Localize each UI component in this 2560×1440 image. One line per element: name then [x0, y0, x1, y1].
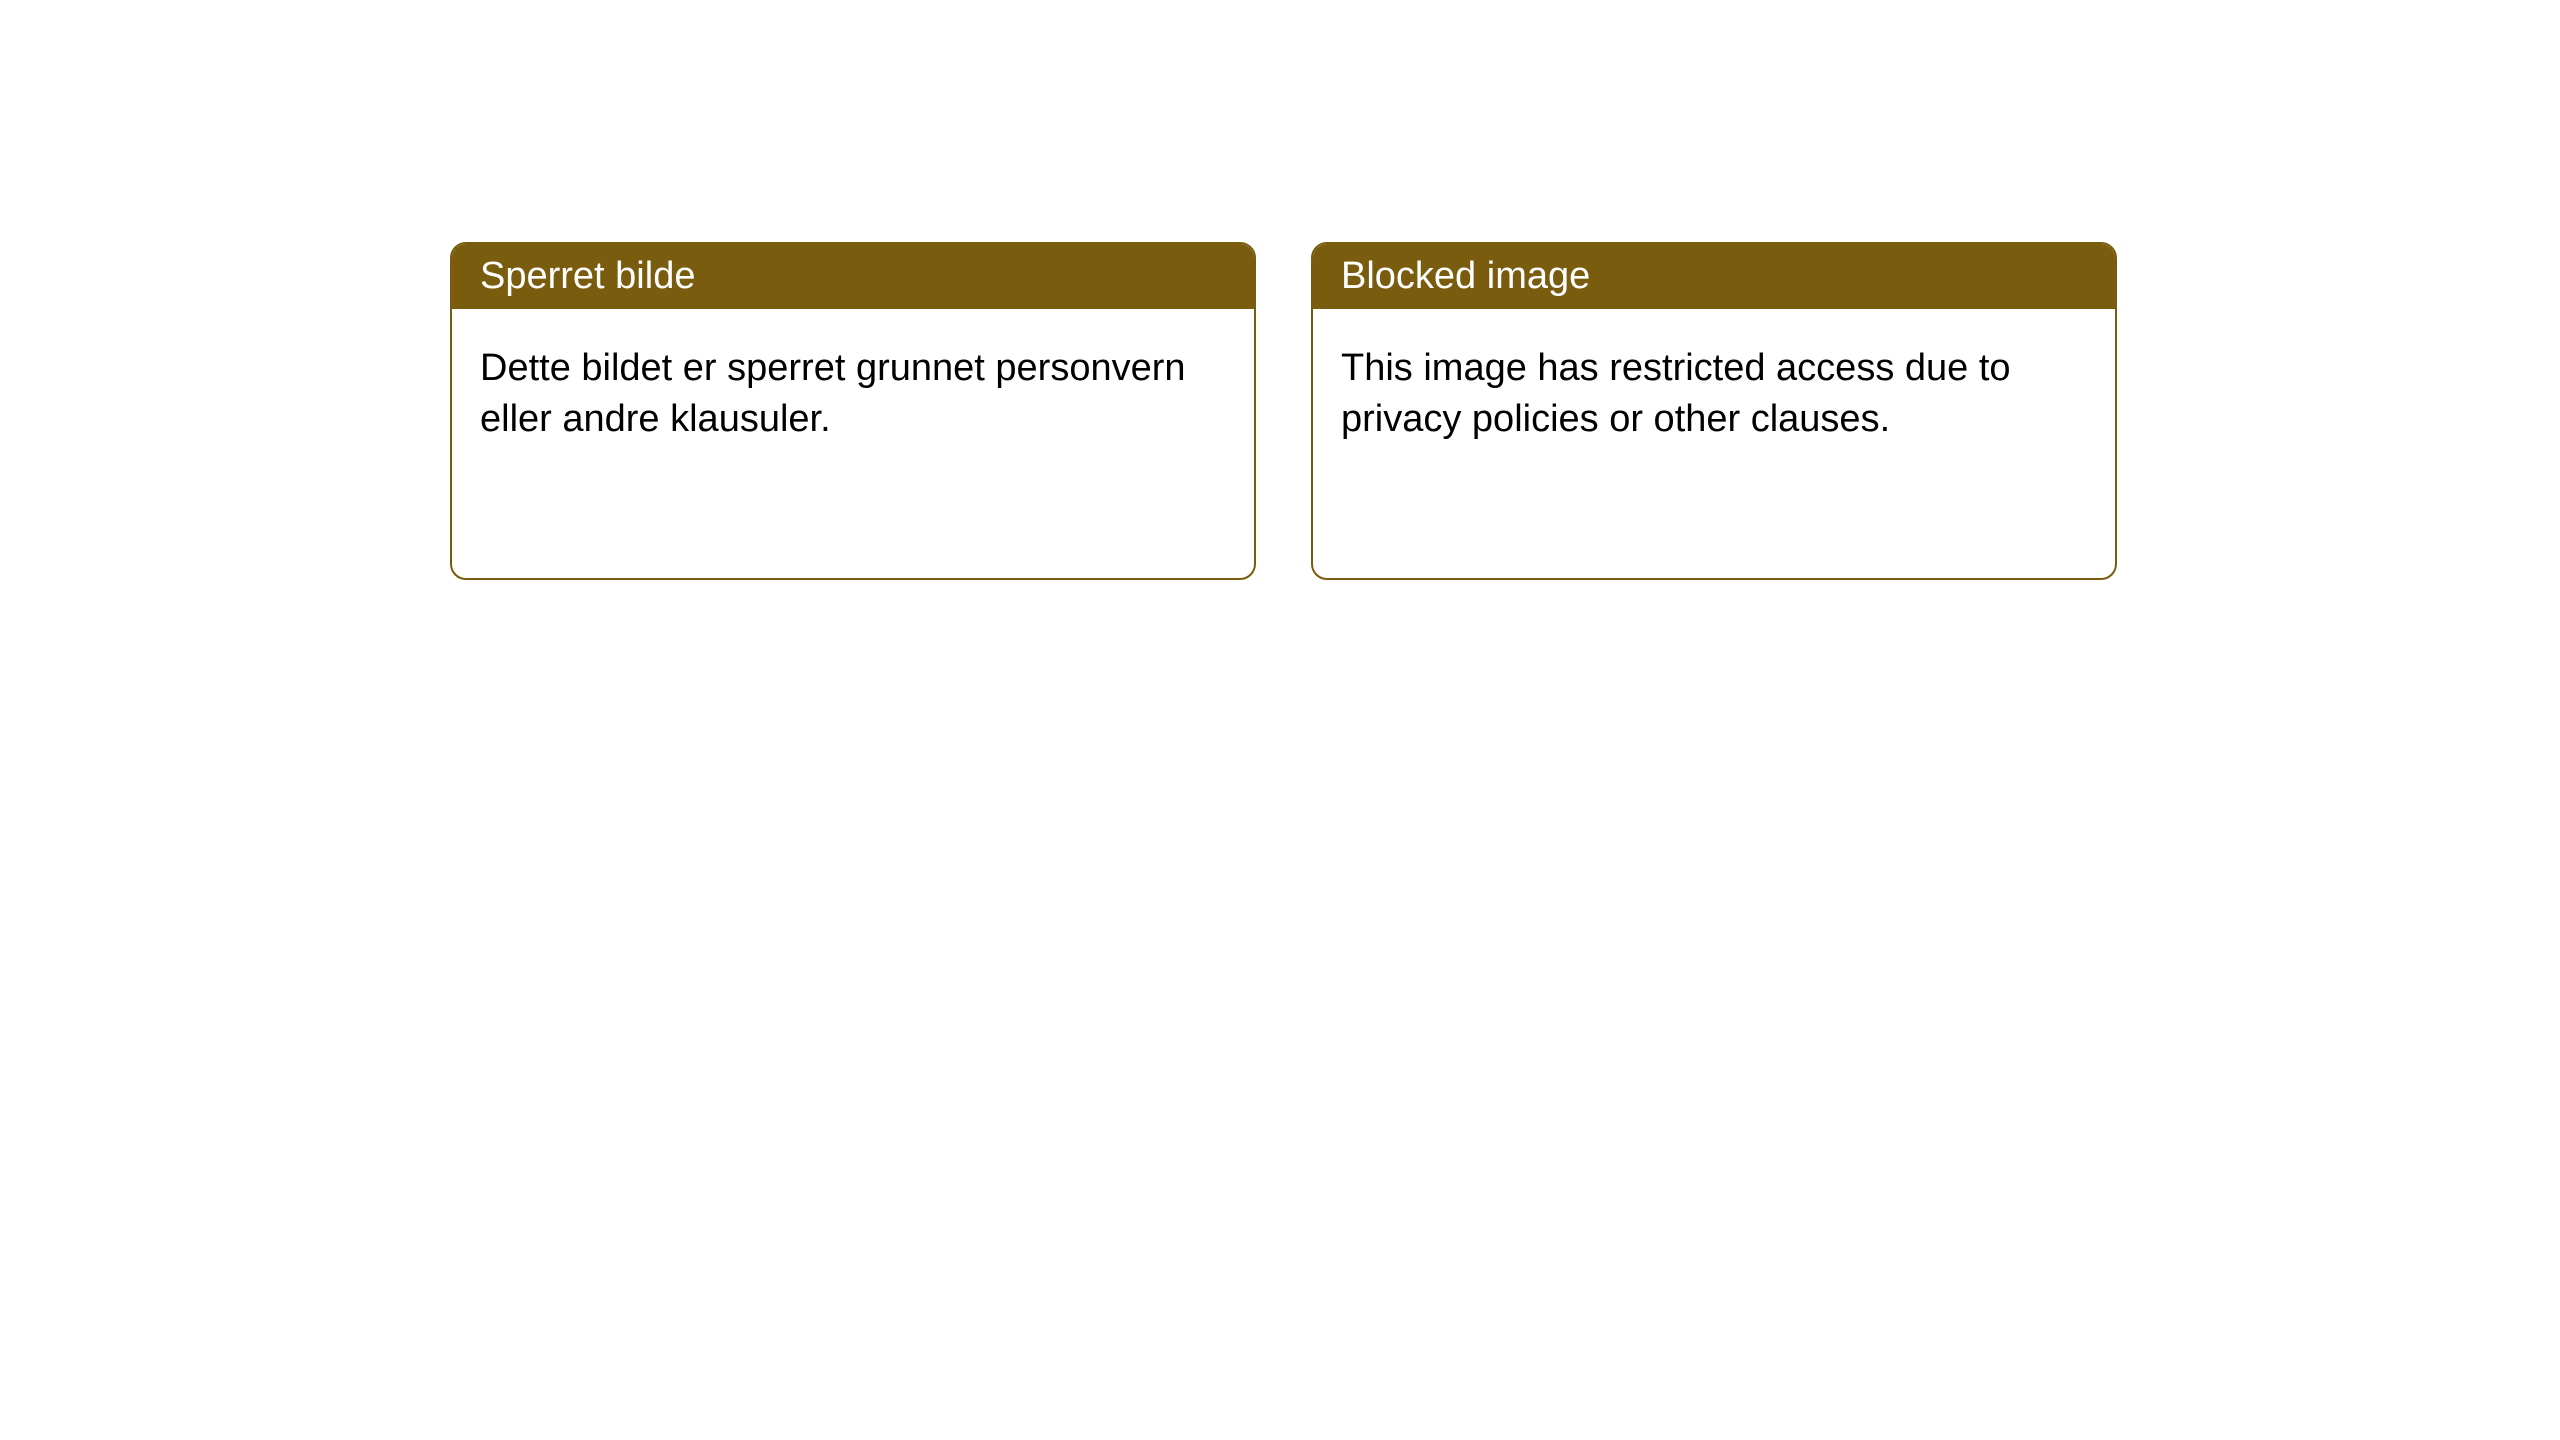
card-title: Sperret bilde — [480, 255, 695, 297]
card-body: Dette bildet er sperret grunnet personve… — [452, 309, 1254, 480]
card-header: Blocked image — [1313, 244, 2115, 309]
card-header: Sperret bilde — [452, 244, 1254, 309]
notice-container: Sperret bilde Dette bildet er sperret gr… — [0, 0, 2560, 580]
card-message: This image has restricted access due to … — [1341, 347, 2011, 440]
notice-card-english: Blocked image This image has restricted … — [1311, 242, 2117, 580]
notice-card-norwegian: Sperret bilde Dette bildet er sperret gr… — [450, 242, 1256, 580]
card-body: This image has restricted access due to … — [1313, 309, 2115, 480]
card-message: Dette bildet er sperret grunnet personve… — [480, 347, 1186, 440]
card-title: Blocked image — [1341, 255, 1590, 297]
